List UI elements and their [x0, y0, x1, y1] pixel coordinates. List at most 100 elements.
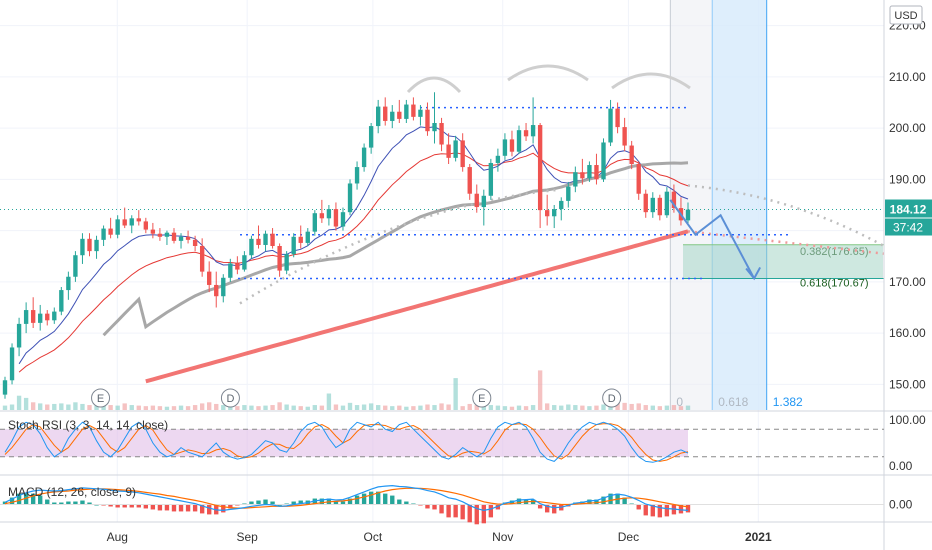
ma-ema20 — [18, 152, 689, 373]
volume-bar — [9, 404, 15, 410]
macd-hist-bar — [516, 498, 522, 505]
volume-bar — [411, 406, 416, 410]
macd-signal-line — [4, 487, 689, 509]
candle-body — [122, 219, 127, 226]
projection-arrowhead — [745, 266, 762, 281]
time-tick-label: Aug — [107, 530, 128, 544]
fib-time-zone-1 — [670, 0, 713, 410]
event-marker-label: E — [478, 393, 485, 405]
macd-hist-bar — [509, 500, 515, 505]
candle-body — [368, 126, 374, 148]
event-marker-E-0 — [91, 388, 111, 408]
volume-bar — [573, 405, 578, 410]
fib-time-label-2: 1.382 — [773, 395, 803, 409]
candle-body — [530, 125, 536, 137]
candle-body — [136, 218, 141, 222]
macd-hist-bar — [312, 498, 317, 505]
volume-bar — [629, 403, 634, 410]
candle-body — [537, 125, 543, 211]
candle-body — [171, 232, 177, 241]
volume-bar — [94, 405, 99, 410]
volume-bar — [192, 405, 198, 410]
price-tick-label: 200.00 — [889, 121, 926, 135]
macd-hist-bar — [460, 504, 465, 520]
candle-body — [157, 233, 163, 237]
candle-body — [185, 236, 191, 240]
macd-hist-bar — [376, 491, 381, 505]
volume-bar — [73, 402, 78, 410]
price-tick-label: 190.00 — [889, 172, 926, 186]
macd-hist-bar — [333, 501, 339, 505]
macd-hist-bar — [601, 496, 606, 505]
macd-hist-bar — [164, 504, 170, 511]
macd-hist-bar — [432, 504, 437, 510]
stoch-tick-0: 100.00 — [889, 413, 926, 427]
ma-sma200-projection — [687, 230, 885, 255]
pattern-arc-1 — [507, 64, 589, 82]
macd-hist-bar — [9, 497, 15, 505]
macd-hist-bar — [291, 501, 296, 505]
currency-label: USD — [894, 10, 917, 22]
volume-bar — [108, 405, 113, 410]
volume-bar — [383, 405, 388, 410]
volume-bar — [228, 405, 233, 410]
macd-hist-bar — [467, 504, 472, 523]
volume-bar — [559, 405, 564, 410]
volume-bar — [136, 405, 141, 410]
volume-bar — [171, 406, 177, 410]
volume-bar — [671, 405, 677, 410]
stoch-tick-1: 0.00 — [889, 459, 913, 473]
candle-body — [305, 231, 310, 243]
volume-bar — [129, 405, 134, 410]
candle-body — [108, 228, 113, 235]
candle-body — [73, 255, 78, 277]
candle-body — [523, 130, 529, 137]
macd-hist-bar — [73, 501, 78, 505]
candle-body — [552, 209, 557, 217]
candle-body — [650, 197, 655, 213]
candle-body — [347, 183, 353, 213]
candle-body — [87, 238, 92, 252]
volume-bar — [256, 406, 261, 410]
candle-body — [516, 130, 522, 152]
volume-bar — [502, 406, 508, 410]
macd-hist-bar — [207, 504, 212, 515]
macd-hist-bar — [115, 504, 120, 508]
volume-bar — [368, 403, 374, 410]
macd-hist-bar — [150, 504, 156, 510]
volume-bar — [516, 405, 522, 410]
candle-body — [291, 236, 296, 255]
macd-hist-bar — [383, 493, 388, 505]
macd-hist-bar — [221, 504, 226, 513]
macd-hist-bar — [544, 504, 550, 513]
volume-bar — [101, 404, 106, 410]
candle-body — [671, 191, 677, 209]
volume-bar — [249, 405, 254, 410]
macd-hist-bar — [256, 500, 261, 505]
candle-body — [594, 165, 599, 180]
candle-body — [38, 313, 43, 323]
time-tick-label: 2021 — [745, 530, 772, 544]
volume-bar — [298, 406, 303, 410]
macd-hist-bar — [192, 504, 198, 512]
candle-body — [66, 276, 71, 291]
fib-label-0.382: 0.382(176.65) — [800, 246, 869, 258]
macd-hist-bar — [52, 502, 57, 505]
candle-body — [150, 229, 156, 234]
candle-body — [270, 233, 275, 246]
candle-body — [685, 209, 691, 221]
volume-bar — [537, 370, 543, 410]
volume-bar — [650, 405, 655, 410]
pattern-arc-0 — [406, 76, 462, 94]
candle-body — [178, 236, 184, 241]
volume-bar — [432, 405, 437, 410]
candle-body — [23, 310, 29, 324]
candle-body — [30, 310, 36, 323]
macd-line — [4, 484, 689, 512]
candle-body — [284, 254, 289, 271]
event-marker-label: E — [97, 393, 104, 405]
volume-bar — [263, 405, 268, 410]
candle-body — [199, 246, 205, 272]
candle-body — [340, 212, 346, 227]
candle-body — [460, 140, 465, 168]
